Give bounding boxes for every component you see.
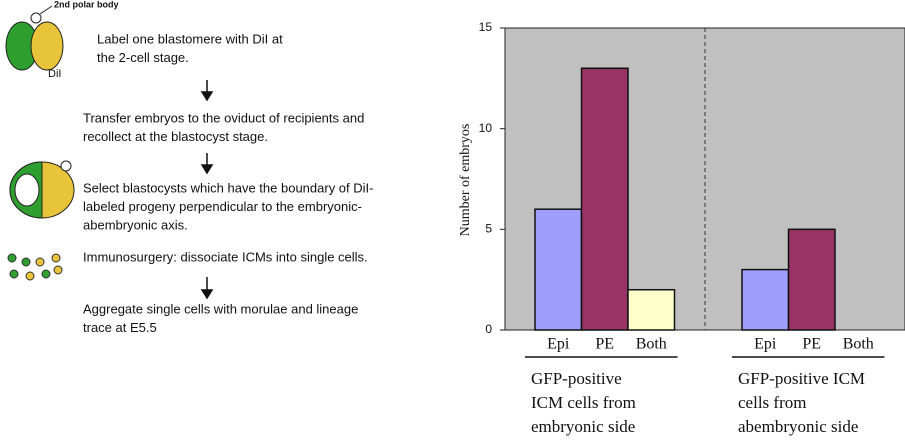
group-label: embryonic side bbox=[531, 417, 635, 436]
x-tick-label: Both bbox=[636, 336, 667, 353]
bar bbox=[580, 67, 629, 331]
step-text: Select blastocysts which have the bounda… bbox=[83, 180, 373, 195]
step-text: recollect at the blastocyst stage. bbox=[83, 129, 268, 144]
bar bbox=[787, 228, 836, 331]
y-tick-label: 0 bbox=[485, 322, 492, 336]
step-text: Transfer embryos to the oviduct of recip… bbox=[83, 110, 364, 125]
step-text: Immunosurgery: dissociate ICMs into sing… bbox=[83, 249, 368, 264]
x-tick-label: PE bbox=[802, 336, 821, 353]
dil-label: DiI bbox=[48, 68, 61, 80]
step-text: trace at E5.5 bbox=[83, 320, 157, 335]
group-label: GFP-positive ICM bbox=[738, 369, 865, 388]
step-text: Aggregate single cells with morulae and … bbox=[83, 301, 358, 316]
step-text: abembryonic axis. bbox=[83, 217, 188, 232]
y-tick-label: 15 bbox=[479, 20, 493, 34]
group-label: cells from bbox=[738, 393, 806, 412]
x-tick-label: Epi bbox=[547, 336, 570, 353]
step-text: the 2-cell stage. bbox=[97, 50, 189, 65]
chart: 0 5 10 15 Number of embryos Epi PE Both GFP-posi… bbox=[458, 20, 905, 436]
steps: Label one blastomere with DiI at the 2-ce… bbox=[83, 31, 373, 335]
group-label: abembryonic side bbox=[738, 417, 858, 436]
bar bbox=[741, 268, 790, 331]
step-text: Label one blastomere with DiI at bbox=[97, 31, 283, 46]
diagram-icons bbox=[5, 5, 75, 281]
y-tick-label: 10 bbox=[479, 121, 493, 135]
group-label: GFP-positive bbox=[531, 369, 622, 388]
step-text: labeled progeny perpendicular to the emb… bbox=[83, 199, 362, 214]
bar bbox=[534, 208, 583, 331]
x-tick-label: PE bbox=[595, 336, 614, 353]
arrows bbox=[200, 80, 214, 300]
y-tick-label: 5 bbox=[485, 222, 492, 236]
bar bbox=[627, 288, 676, 331]
x-tick-label: Both bbox=[843, 336, 874, 353]
x-tick-label: Epi bbox=[754, 336, 777, 353]
polar-body-label: 2nd polar body bbox=[54, 0, 119, 9]
y-axis-label: Number of embryos bbox=[458, 124, 473, 237]
group-label: ICM cells from bbox=[531, 393, 636, 412]
